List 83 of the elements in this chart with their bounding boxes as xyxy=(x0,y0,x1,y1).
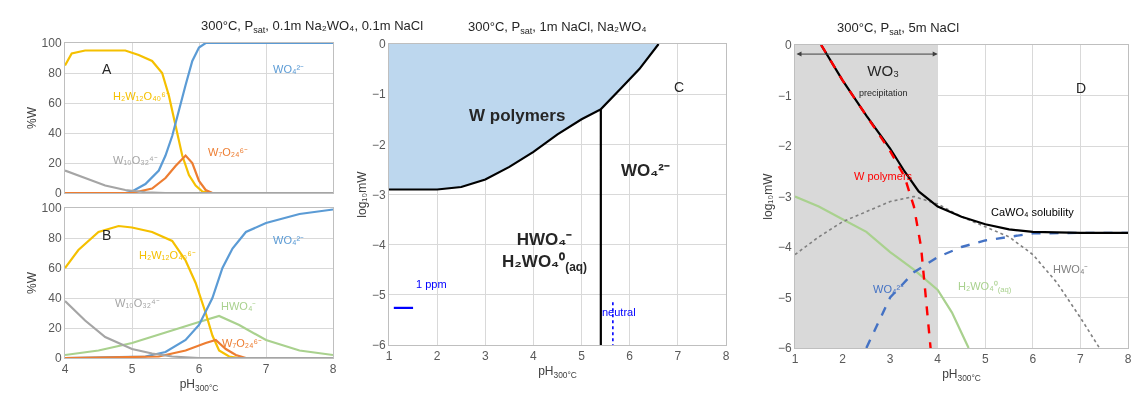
annotation: A xyxy=(102,61,112,77)
x-tick-label: 4 xyxy=(934,352,942,367)
x-axis-title: pH$_{300°C}$ xyxy=(538,364,577,380)
line-series xyxy=(65,314,333,357)
series-label: WO₄²⁻ xyxy=(273,234,305,246)
series-label: W₁₀O₃₂⁴⁻ xyxy=(113,154,158,166)
x-axis-title: pH$_{300°C}$ xyxy=(179,377,219,393)
y-axis-title: %W xyxy=(24,106,39,129)
x-tick-label: 6 xyxy=(626,349,634,364)
x-tick-label: 4 xyxy=(530,349,538,364)
y-axis-title: log₁₀mW xyxy=(761,172,776,220)
y-tick-label: 0 xyxy=(784,38,792,53)
y-axis-title: %W xyxy=(24,271,39,294)
x-tick-label: 2 xyxy=(839,352,847,367)
annotation: WO₄²⁻ xyxy=(621,161,671,180)
y-tick-label: 40 xyxy=(48,291,62,306)
y-tick-label: −1 xyxy=(371,87,386,102)
y-tick-label: 0 xyxy=(54,186,62,201)
x-tick-label: 7 xyxy=(1077,352,1085,367)
x-tick-label: 8 xyxy=(1124,352,1132,367)
x-tick-label: 5 xyxy=(981,352,989,367)
annotation: W polymers xyxy=(469,106,566,125)
annotation: B xyxy=(102,227,112,243)
y-tick-label: −2 xyxy=(371,137,386,152)
series-label: W₇O₂₄⁶⁻ xyxy=(222,337,263,349)
x-tick-label: 3 xyxy=(886,352,894,367)
y-tick-label: −3 xyxy=(777,189,792,204)
series-label: WO₄²⁻ xyxy=(273,63,305,75)
y-tick-label: 20 xyxy=(48,321,62,336)
x-tick-label: 7 xyxy=(262,362,270,377)
series-label: neutral xyxy=(602,306,636,318)
y-tick-label: 0 xyxy=(54,351,62,366)
annotation: HWO₄⁻ H₂WO₄⁰$_{(aq)}$ xyxy=(502,230,588,274)
x-tick-label: 6 xyxy=(1029,352,1037,367)
y-tick-label: −5 xyxy=(777,290,792,305)
series-label: 1 ppm xyxy=(416,278,447,290)
x-tick-label: 2 xyxy=(433,349,441,364)
x-tick-label: 1 xyxy=(791,352,799,367)
x-tick-label: 5 xyxy=(128,362,136,377)
chart-title: 300°C, P$_{sat}$, 1m NaCl, Na₂WO₄ xyxy=(468,19,647,36)
line-series xyxy=(65,299,333,358)
series-label: HWO₄⁻ xyxy=(221,300,257,312)
y-tick-label: −2 xyxy=(777,139,792,154)
y-tick-label: −4 xyxy=(371,237,386,252)
chart-title: 300°C, P$_{sat}$, 5m NaCl xyxy=(837,20,960,37)
x-tick-label: 5 xyxy=(578,349,586,364)
y-tick-label: −6 xyxy=(371,338,386,353)
x-tick-label: 6 xyxy=(195,362,203,377)
series-label: WO₄²⁻ xyxy=(873,283,905,295)
y-axis-title: log₁₀mW xyxy=(355,170,370,218)
x-tick-label: 8 xyxy=(329,362,337,377)
y-tick-label: 80 xyxy=(48,231,62,246)
y-tick-label: 60 xyxy=(48,96,62,111)
x-tick-label: 7 xyxy=(674,349,682,364)
text: W₁₀O₃₂⁴⁻ xyxy=(115,297,160,309)
annotation: D xyxy=(1076,80,1087,96)
series-label: H₂WO₄⁰$_{(aq)}$ xyxy=(958,280,1012,295)
y-tick-label: 80 xyxy=(48,66,62,81)
y-tick-label: −5 xyxy=(371,288,386,303)
x-tick-label: 4 xyxy=(61,362,69,377)
y-tick-label: 20 xyxy=(48,156,62,171)
x-tick-label: 8 xyxy=(722,349,730,364)
x-axis-title: pH$_{300°C}$ xyxy=(942,367,981,383)
y-tick-label: 100 xyxy=(41,36,62,51)
y-tick-label: −6 xyxy=(777,341,792,356)
y-tick-label: −1 xyxy=(777,88,792,103)
x-tick-label: 1 xyxy=(385,349,393,364)
y-tick-label: 40 xyxy=(48,126,62,141)
y-tick-label: −3 xyxy=(371,187,386,202)
x-tick-label: 3 xyxy=(481,349,489,364)
y-tick-label: 0 xyxy=(378,37,386,52)
line-series xyxy=(795,195,1101,348)
series-label: CaWO₄ solubility xyxy=(991,206,1075,218)
line-series xyxy=(819,45,932,348)
line-series xyxy=(65,169,333,193)
band-label: WO₃ precipitation xyxy=(859,62,908,98)
y-tick-label: 60 xyxy=(48,261,62,276)
chart-title: 300°C, P$_{sat}$, 0.1m Na₂WO₄, 0.1m NaCl xyxy=(201,18,424,35)
annotation: C xyxy=(674,79,685,95)
series-label: HWO₄⁻ xyxy=(1053,263,1089,275)
y-tick-label: 100 xyxy=(41,201,62,216)
series-label: W₇O₂₄⁶⁻ xyxy=(208,146,249,158)
y-tick-label: −4 xyxy=(777,240,792,255)
